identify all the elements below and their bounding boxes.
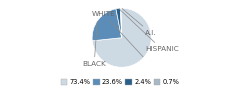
- Text: HISPANIC: HISPANIC: [119, 9, 179, 52]
- Text: WHITE: WHITE: [92, 11, 143, 57]
- Text: A.I.: A.I.: [122, 8, 156, 36]
- Text: BLACK: BLACK: [82, 21, 106, 67]
- Wedge shape: [120, 8, 122, 38]
- Legend: 73.4%, 23.6%, 2.4%, 0.7%: 73.4%, 23.6%, 2.4%, 0.7%: [61, 79, 179, 85]
- Wedge shape: [92, 8, 151, 67]
- Wedge shape: [92, 9, 122, 41]
- Wedge shape: [116, 8, 122, 38]
